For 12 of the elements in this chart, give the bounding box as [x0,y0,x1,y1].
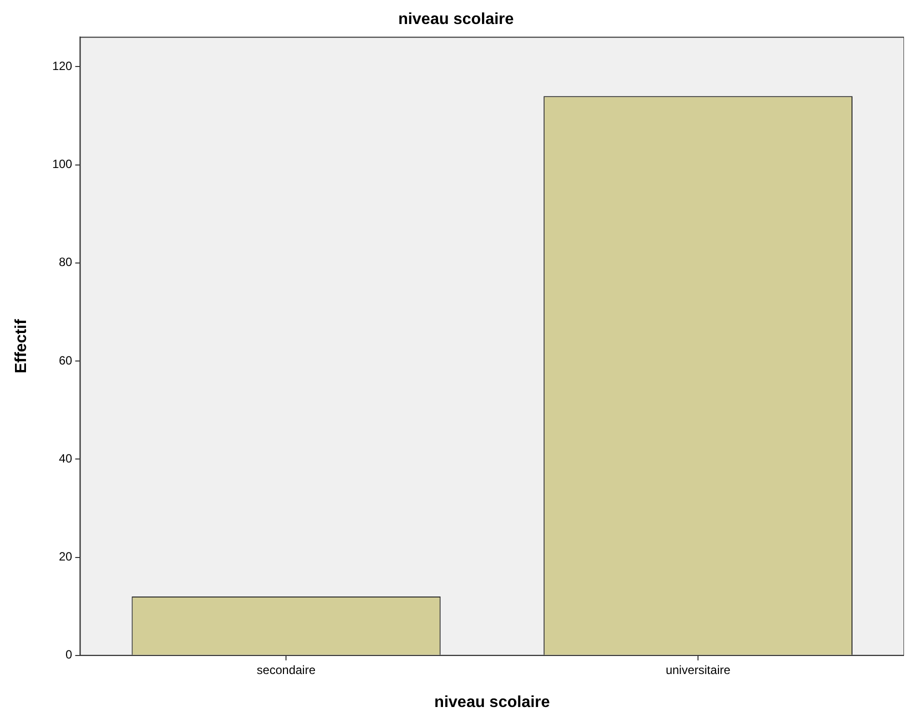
y-tick-label: 80 [58,255,73,270]
y-tick-label: 20 [58,550,73,564]
y-tick-label: 0 [66,648,73,662]
chart-title: niveau scolaire [398,11,514,28]
y-tick-label: 40 [58,451,73,466]
y-tick-label: 100 [52,157,73,172]
y-axis-title: Effectif [13,318,30,374]
y-tick-label: 60 [58,353,73,368]
x-axis-title: niveau scolaire [434,694,550,711]
x-tick-label: secondaire [256,662,316,677]
y-tick-label: 120 [52,58,73,73]
x-tick-label: universitaire [666,662,731,677]
